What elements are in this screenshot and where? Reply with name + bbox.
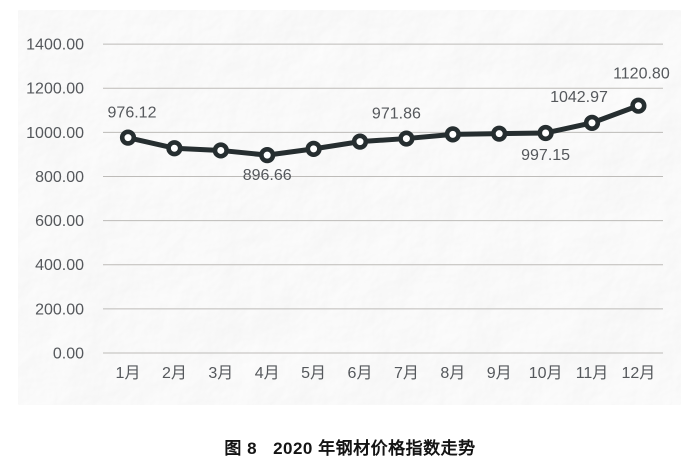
x-tick-label: 3月 bbox=[208, 365, 233, 382]
y-tick-label: 1200.00 bbox=[26, 81, 84, 98]
chart-paper: 0.00 200.00 400.00 600.00 800.00 1000.00 1200.… bbox=[18, 10, 681, 405]
y-tick-label: 800.00 bbox=[35, 169, 84, 186]
data-point-marker bbox=[305, 140, 322, 158]
data-point-label: 976.12 bbox=[108, 105, 157, 122]
x-tick-label: 2月 bbox=[162, 365, 187, 382]
data-point-marker bbox=[583, 114, 601, 131]
x-tick-label: 9月 bbox=[487, 365, 512, 382]
data-point-marker bbox=[119, 129, 137, 146]
data-point-marker bbox=[351, 133, 369, 150]
data-point-label: 997.15 bbox=[521, 147, 570, 164]
figure-title: 2020 年钢材价格指数走势 bbox=[273, 439, 476, 458]
data-point-label: 971.86 bbox=[372, 106, 421, 123]
data-point-marker bbox=[398, 130, 415, 147]
y-tick-label: 1400.00 bbox=[26, 37, 84, 54]
y-tick-label: 600.00 bbox=[35, 213, 84, 230]
figure-label: 图 8 bbox=[224, 439, 258, 458]
x-tick-label: 8月 bbox=[440, 365, 465, 382]
x-tick-label: 12月 bbox=[621, 365, 655, 382]
data-point-marker bbox=[259, 147, 276, 164]
x-tick-label: 5月 bbox=[301, 365, 326, 382]
data-point-marker bbox=[537, 124, 554, 142]
x-tick-label: 10月 bbox=[529, 365, 563, 382]
x-tick-label: 11月 bbox=[576, 365, 609, 382]
data-point-marker bbox=[630, 97, 647, 114]
data-point-marker bbox=[166, 140, 183, 157]
x-tick-label: 1月 bbox=[116, 365, 141, 382]
data-point-marker bbox=[444, 126, 461, 143]
y-tick-label: 0.00 bbox=[53, 346, 84, 363]
figure-caption: 图 8 2020 年钢材价格指数走势 bbox=[0, 434, 700, 459]
y-tick-label: 400.00 bbox=[35, 257, 84, 274]
x-tick-label: 4月 bbox=[255, 365, 280, 382]
y-tick-label: 200.00 bbox=[35, 301, 84, 318]
x-tick-label: 7月 bbox=[394, 365, 419, 382]
line-chart: 0.00 200.00 400.00 600.00 800.00 1000.00 1200.… bbox=[26, 37, 670, 382]
paper-texture bbox=[18, 10, 681, 405]
y-tick-label: 1000.00 bbox=[26, 125, 84, 142]
data-point-label: 896.66 bbox=[243, 167, 292, 184]
data-point-marker bbox=[212, 142, 229, 159]
data-point-marker bbox=[491, 125, 508, 142]
data-point-label: 1120.80 bbox=[613, 66, 670, 83]
x-tick-label: 6月 bbox=[348, 365, 373, 382]
data-point-label: 1042.97 bbox=[550, 89, 608, 106]
